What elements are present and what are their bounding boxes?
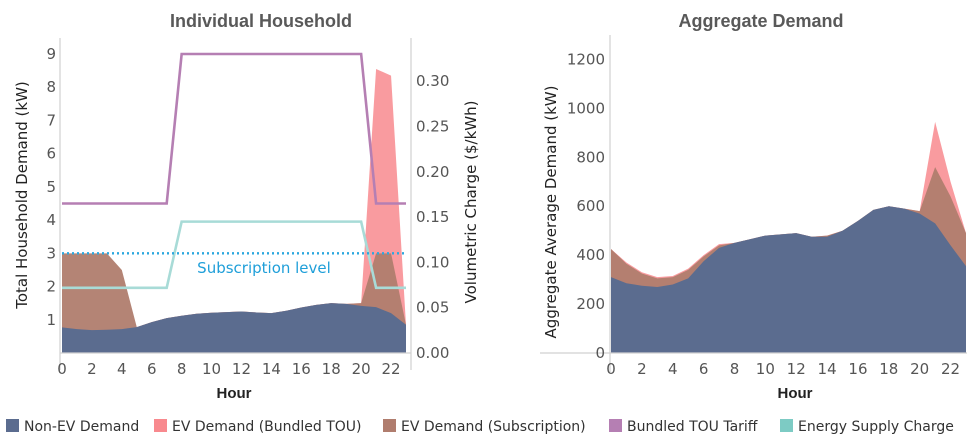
- y2-tick-label: 0.25: [416, 117, 449, 135]
- x-tick-label: 4: [668, 360, 678, 378]
- x-tick-label: 2: [87, 360, 97, 378]
- area-non-ev-demand: [611, 206, 966, 353]
- y-tick-label: 200: [576, 295, 605, 313]
- x-tick-label: 10: [756, 360, 775, 378]
- x-tick-label: 10: [202, 360, 221, 378]
- y-tick-label: 600: [576, 197, 605, 215]
- y2-axis-label: Volumetric Charge ($/kWh): [462, 101, 480, 304]
- legend-label: EV Demand (Bundled TOU): [172, 419, 362, 435]
- legend: Non-EV Demand EV Demand (Bundled TOU) EV D…: [6, 419, 954, 435]
- legend-item-non-ev-demand: Non-EV Demand: [6, 419, 139, 435]
- legend-swatch: [383, 419, 396, 432]
- x-tick-label: 2: [637, 360, 647, 378]
- y-tick-label: 2: [46, 278, 56, 296]
- subscription-level-label: Subscription level: [197, 259, 331, 277]
- legend-item-ev-demand-bundled-tou: EV Demand (Bundled TOU): [154, 419, 362, 435]
- x-tick-label: 18: [322, 360, 341, 378]
- y2-tick-label: 0.15: [416, 208, 449, 226]
- y-axis-label: Aggregate Average Demand (kW): [542, 86, 560, 339]
- x-tick-label: 14: [262, 360, 281, 378]
- legend-swatch: [154, 419, 167, 432]
- x-tick-label: 8: [730, 360, 740, 378]
- x-tick-label: 0: [57, 360, 67, 378]
- y-tick-label: 1200: [567, 50, 605, 68]
- x-tick-label: 16: [848, 360, 867, 378]
- x-tick-label: 20: [910, 360, 929, 378]
- chart-title: Individual Household: [170, 11, 352, 31]
- area-non-ev-demand: [62, 303, 406, 353]
- x-tick-label: 12: [787, 360, 806, 378]
- x-tick-label: 8: [177, 360, 187, 378]
- y-tick-label: 800: [576, 148, 605, 166]
- x-axis-label: Hour: [778, 385, 813, 402]
- y-tick-label: 1: [46, 311, 56, 329]
- y-tick-label: 5: [46, 178, 56, 196]
- y-tick-label: 400: [576, 246, 605, 264]
- legend-item-ev-demand-subscription: EV Demand (Subscription): [383, 419, 586, 435]
- x-tick-label: 0: [606, 360, 616, 378]
- x-tick-label: 22: [941, 360, 960, 378]
- y2-tick-label: 0.20: [416, 163, 449, 181]
- x-tick-label: 6: [147, 360, 157, 378]
- x-tick-label: 22: [381, 360, 400, 378]
- legend-swatch: [6, 419, 19, 432]
- legend-swatch: [609, 419, 622, 432]
- x-tick-label: 6: [699, 360, 709, 378]
- y2-tick-label: 0.00: [416, 344, 449, 362]
- legend-item-energy-supply-charge: Energy Supply Charge: [780, 419, 954, 435]
- x-tick-label: 4: [117, 360, 127, 378]
- x-axis-label: Hour: [217, 385, 252, 402]
- chart-title: Aggregate Demand: [678, 11, 843, 31]
- y-tick-label: 6: [46, 145, 56, 163]
- y-axis-label: Total Household Demand (kW): [13, 81, 31, 310]
- x-tick-label: 12: [232, 360, 251, 378]
- y-tick-label: 9: [46, 45, 56, 63]
- y-tick-label: 3: [46, 244, 56, 262]
- legend-item-bundled-tou-tariff: Bundled TOU Tariff: [609, 419, 758, 435]
- line-energy-supply-charge: [62, 220, 406, 290]
- chart-individual-household: Individual Household Subscription level …: [13, 11, 480, 402]
- legend-label: EV Demand (Subscription): [401, 419, 586, 435]
- x-tick-label: 18: [879, 360, 898, 378]
- y-tick-label: 1000: [567, 99, 605, 117]
- y-tick-label: 8: [46, 78, 56, 96]
- legend-label: Bundled TOU Tariff: [627, 419, 758, 435]
- x-tick-label: 16: [292, 360, 311, 378]
- y-tick-label: 7: [46, 111, 56, 129]
- chart-aggregate-demand: Aggregate Demand 0 200 400 600 800 1000 1200 0…: [540, 11, 967, 402]
- y-tick-label: 4: [46, 211, 56, 229]
- legend-swatch: [780, 419, 793, 432]
- y2-tick-label: 0.30: [416, 72, 449, 90]
- legend-label: Non-EV Demand: [24, 419, 139, 435]
- legend-label: Energy Supply Charge: [798, 419, 954, 435]
- y2-tick-label: 0.10: [416, 253, 449, 271]
- y-tick-label: 0: [595, 344, 605, 362]
- x-tick-label: 14: [818, 360, 837, 378]
- x-tick-label: 20: [352, 360, 371, 378]
- y2-tick-label: 0.05: [416, 299, 449, 317]
- line-bundled-tou-tariff: [62, 52, 406, 205]
